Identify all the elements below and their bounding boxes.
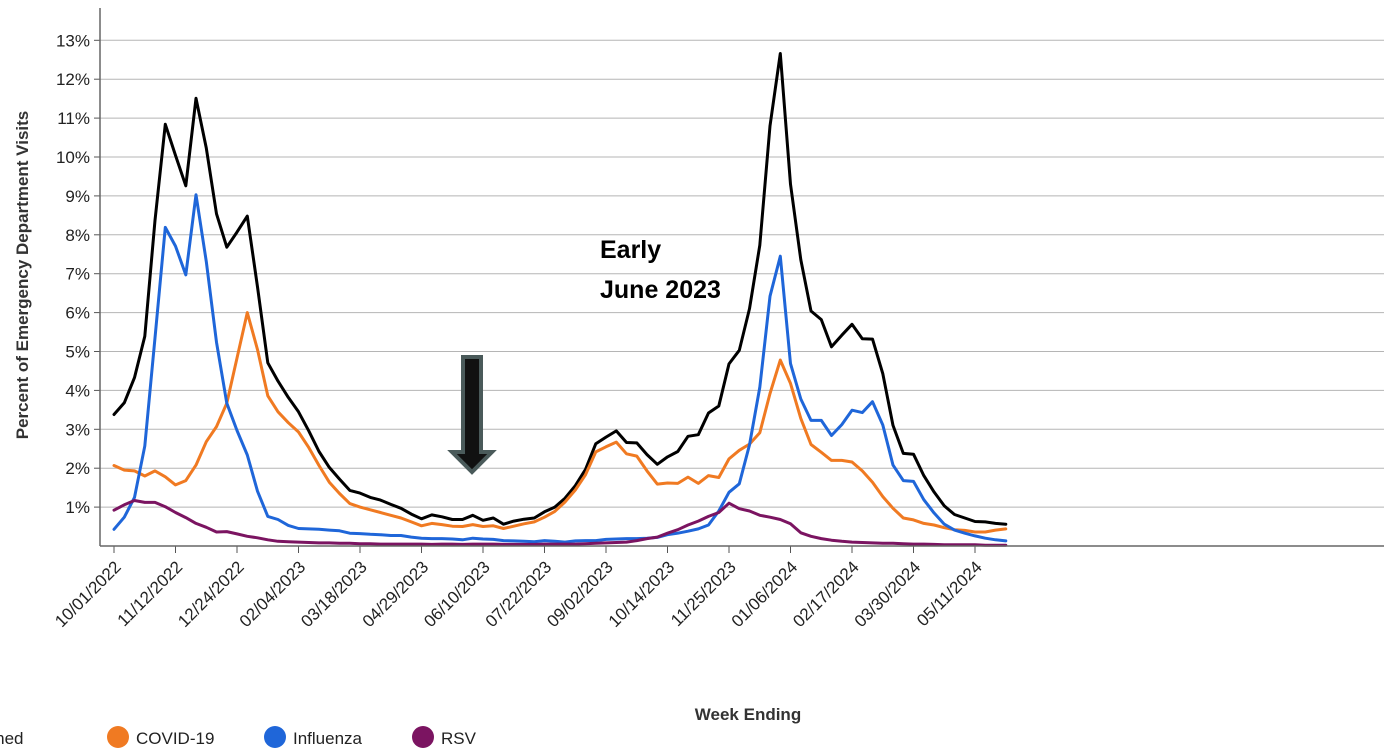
legend-swatch-rsv	[412, 726, 434, 748]
y-tick-label: 12%	[56, 70, 90, 89]
legend-swatch-covid-19	[107, 726, 129, 748]
annotation-line1: Early	[600, 236, 661, 264]
gridlines	[100, 39, 1384, 508]
y-tick-label: 1%	[65, 498, 90, 517]
legend-swatch-influenza	[264, 726, 286, 748]
x-tick-label: 10/14/2023	[605, 557, 679, 631]
y-axis-ticks: 1% 2% 3% 4% 5% 6% 7% 8% 9% 10% 11% 12% 13%	[56, 31, 100, 517]
y-tick-label: 2%	[65, 459, 90, 478]
y-tick-label: 3%	[65, 420, 90, 439]
legend-label-influenza: Influenza	[293, 729, 363, 748]
legend-label-combined: Combined	[0, 729, 24, 748]
x-tick-label: 05/11/2024	[913, 557, 986, 630]
y-tick-label: 10%	[56, 148, 90, 167]
y-axis-title: Percent of Emergency Department Visits	[13, 111, 32, 439]
x-tick-label: 03/30/2024	[851, 557, 925, 631]
series-line-combined	[112, 52, 1008, 526]
down-arrow-icon	[447, 355, 497, 475]
legend-label-rsv: RSV	[441, 729, 477, 748]
y-tick-label: 13%	[56, 31, 90, 50]
y-tick-label: 5%	[65, 343, 90, 362]
series-line-rsv	[112, 499, 1008, 547]
y-tick-label: 11%	[57, 109, 90, 128]
y-tick-label: 7%	[65, 265, 90, 284]
series-line-covid-19	[112, 311, 1008, 534]
legend: Combined COVID-19 Influenza RSV	[0, 726, 477, 748]
y-tick-label: 6%	[65, 304, 90, 323]
y-tick-label: 9%	[65, 187, 90, 206]
y-tick-label: 4%	[65, 381, 90, 400]
x-axis-title: Week Ending	[695, 705, 801, 724]
series-lines	[112, 52, 1008, 547]
series-line-influenza	[112, 193, 1008, 544]
y-tick-label: 8%	[65, 226, 90, 245]
annotation-line2: June 2023	[600, 276, 721, 304]
x-axis-ticks: 10/01/202211/12/202212/24/202202/04/2023…	[51, 546, 986, 631]
annotation: Early June 2023	[447, 236, 721, 475]
x-tick-label: 10/01/2022	[51, 557, 125, 631]
legend-label-covid-19: COVID-19	[136, 729, 214, 748]
